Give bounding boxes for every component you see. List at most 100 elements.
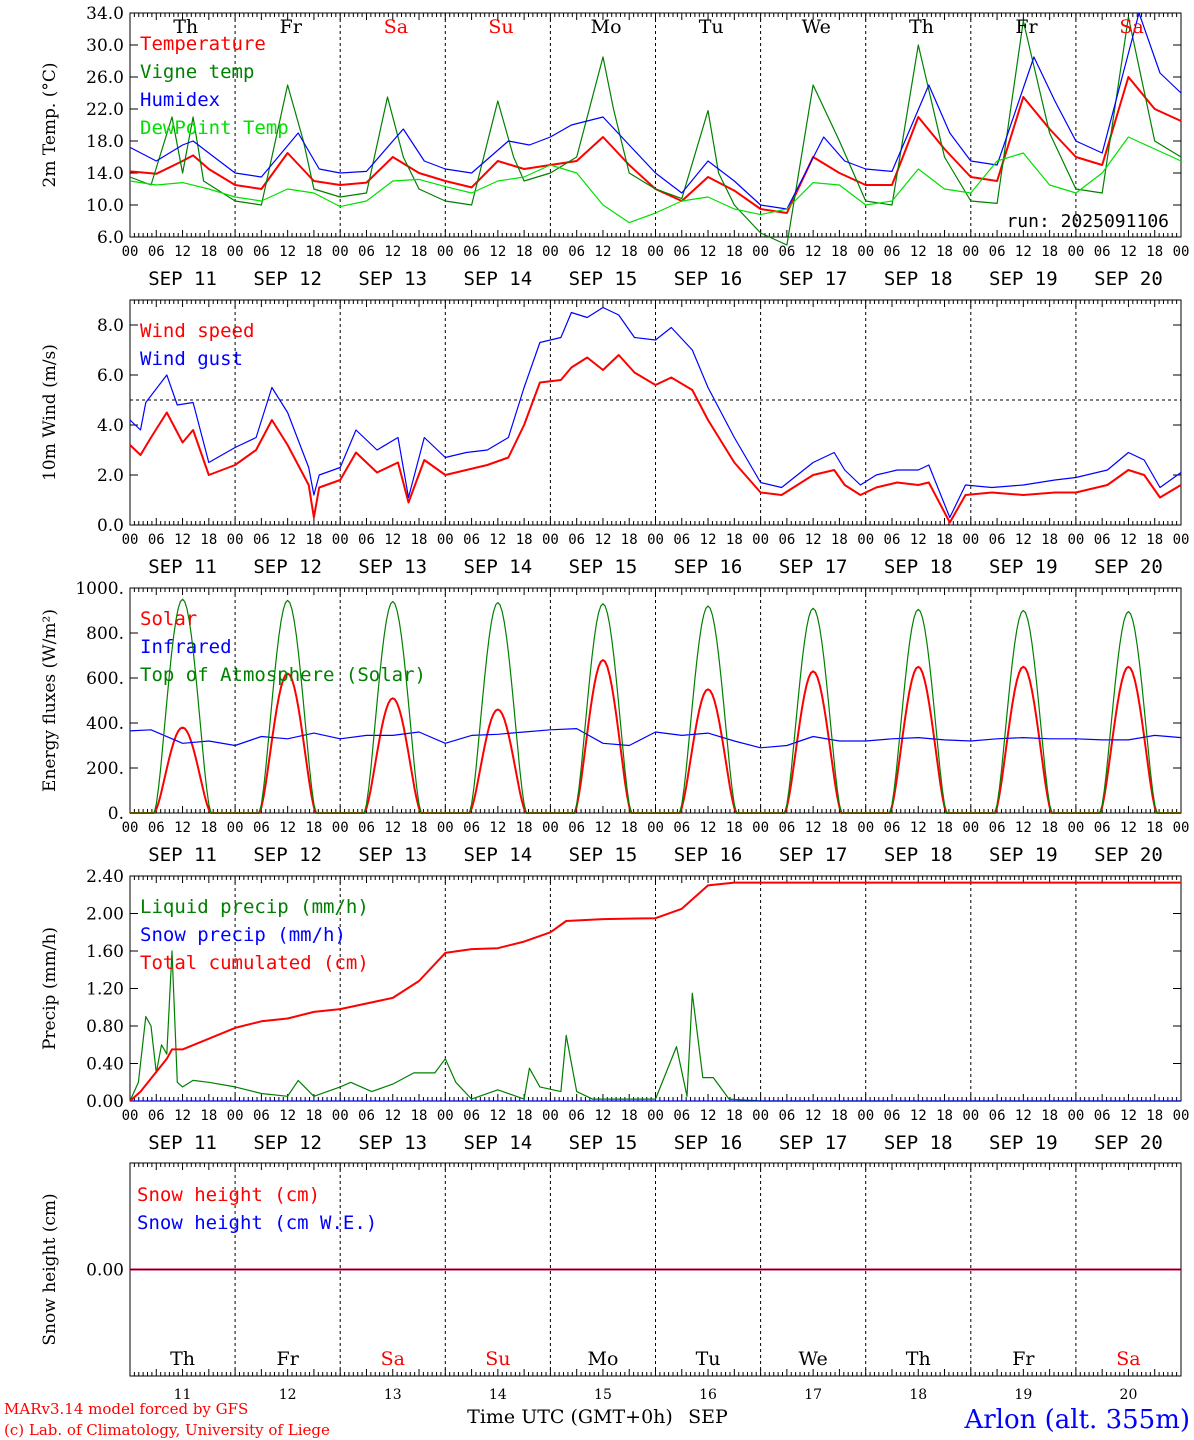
hour-label: 06: [884, 532, 901, 548]
hour-label: 06: [253, 532, 270, 548]
hour-label: 12: [384, 244, 401, 260]
legend-entry: Wind speed: [140, 320, 254, 342]
hour-label: 00: [1067, 244, 1084, 260]
series-line-total-cumulated-cm-: [129, 881, 1181, 1102]
hour-label: 12: [174, 820, 191, 836]
hour-label: 06: [568, 244, 585, 260]
hour-label: 18: [831, 532, 848, 548]
hour-label: 12: [489, 532, 506, 548]
series-line-temperature: [129, 76, 1182, 214]
hour-label: 00: [752, 1108, 769, 1124]
series-line-vigne-temp: [129, 16, 1182, 246]
day-abbr: Th: [173, 16, 198, 38]
date-label: SEP 13: [358, 268, 427, 290]
hour-label: 06: [778, 532, 795, 548]
day-abbr: Su: [485, 1348, 510, 1370]
hour-label: 06: [673, 244, 690, 260]
hour-label: 06: [989, 532, 1006, 548]
hour-label: 12: [595, 820, 612, 836]
y-tick-label: 10.0: [86, 196, 124, 216]
date-label: SEP 18: [884, 268, 953, 290]
hour-label: 00: [542, 532, 559, 548]
day-abbr: Mo: [591, 16, 622, 38]
hour-label: 06: [148, 820, 165, 836]
hour-label: 06: [358, 532, 375, 548]
date-label: SEP 13: [358, 844, 427, 866]
day-abbr: Tu: [696, 1348, 721, 1370]
hour-label: 06: [989, 1108, 1006, 1124]
hour-label: 00: [647, 532, 664, 548]
legend-entry: Top of Atmosphere (Solar): [140, 664, 426, 686]
hour-label: 06: [463, 1108, 480, 1124]
hour-label: 12: [1120, 820, 1137, 836]
day-number: 14: [489, 1387, 507, 1403]
day-abbr: Sa: [381, 1348, 405, 1370]
hour-label: 18: [726, 1108, 743, 1124]
hour-label: 12: [700, 244, 717, 260]
series-line-wind-gust: [129, 306, 1182, 519]
hour-label: 12: [384, 532, 401, 548]
hour-label: 12: [384, 820, 401, 836]
day-abbr: Sa: [1119, 16, 1143, 38]
hour-label: 12: [910, 244, 927, 260]
hour-ticks: [129, 588, 1182, 813]
day-number: 12: [279, 1387, 297, 1403]
hour-label: 18: [516, 532, 533, 548]
hour-label: 12: [805, 820, 822, 836]
y-tick-label: 18.0: [86, 132, 124, 152]
date-label: SEP 11: [148, 844, 217, 866]
hour-label: 18: [1146, 1108, 1163, 1124]
hour-label: 18: [621, 244, 638, 260]
hour-label: 18: [936, 244, 953, 260]
hour-label: 12: [1120, 244, 1137, 260]
y-tick-label: 0.00: [86, 1261, 124, 1281]
hour-label: 18: [200, 244, 217, 260]
hour-label: 00: [227, 820, 244, 836]
hour-label: 18: [726, 820, 743, 836]
hour-label: 12: [1015, 244, 1032, 260]
hour-label: 18: [621, 1108, 638, 1124]
hour-label: 18: [411, 820, 428, 836]
date-label: SEP 16: [674, 844, 743, 866]
hour-label: 18: [726, 244, 743, 260]
hour-label: 06: [463, 532, 480, 548]
day-abbr: Mo: [587, 1348, 618, 1370]
date-label: SEP 15: [569, 1132, 638, 1154]
hour-label: 12: [595, 1108, 612, 1124]
date-label: SEP 15: [569, 268, 638, 290]
hour-label: 00: [647, 244, 664, 260]
hour-label: 06: [148, 1108, 165, 1124]
hour-label: 18: [1041, 1108, 1058, 1124]
hour-label: 00: [542, 244, 559, 260]
hour-label: 12: [1015, 532, 1032, 548]
day-abbr: Fr: [1012, 1348, 1035, 1370]
hour-label: 00: [1173, 820, 1190, 836]
hour-label: 18: [621, 532, 638, 548]
date-label: SEP 16: [674, 1132, 743, 1154]
run-annotation: run: 2025091106: [1006, 211, 1169, 232]
series-line-wind-speed: [129, 354, 1182, 524]
month-label: SEP: [688, 1406, 728, 1428]
hour-label: 00: [227, 244, 244, 260]
hour-label: 18: [936, 532, 953, 548]
hour-label: 06: [1094, 1108, 1111, 1124]
hour-label: 18: [516, 1108, 533, 1124]
hour-label: 18: [305, 244, 322, 260]
date-label: SEP 11: [148, 268, 217, 290]
date-label: SEP 20: [1094, 268, 1163, 290]
legend-entry: Solar: [140, 608, 197, 630]
hour-label: 00: [332, 244, 349, 260]
y-tick-label: 0.: [108, 804, 124, 824]
hour-label: 18: [516, 244, 533, 260]
hour-label: 18: [411, 532, 428, 548]
hour-label: 12: [384, 1108, 401, 1124]
hour-label: 12: [700, 532, 717, 548]
hour-label: 06: [358, 1108, 375, 1124]
hour-label: 06: [989, 244, 1006, 260]
hour-label: 00: [122, 1108, 139, 1124]
date-label: SEP 15: [569, 556, 638, 578]
day-number: 19: [1014, 1387, 1032, 1403]
y-tick-label: 26.0: [86, 68, 124, 88]
legend-entry: Wind gust: [140, 348, 243, 370]
hour-label: 06: [463, 244, 480, 260]
